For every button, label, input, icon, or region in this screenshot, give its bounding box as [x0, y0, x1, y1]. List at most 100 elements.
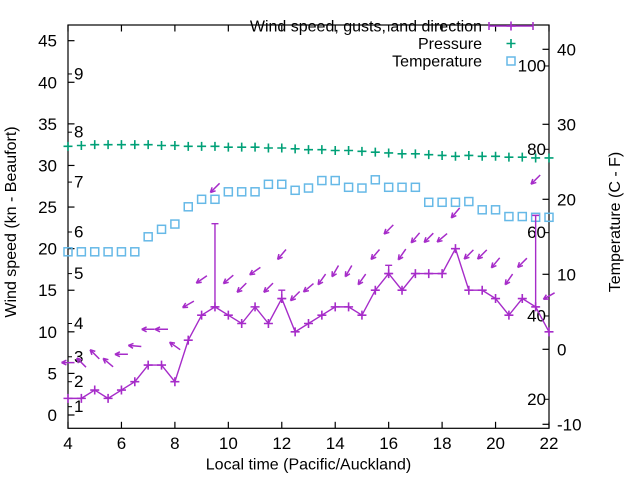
temperature-point: [437, 197, 447, 208]
axis-label: 45: [38, 32, 57, 51]
plus-marker: [437, 269, 447, 279]
temperature-point: [424, 197, 434, 208]
plus-marker: [506, 21, 516, 31]
wind-direction-arrow: [410, 232, 421, 244]
legend-label-pressure: Pressure: [418, 36, 482, 53]
wind-direction-arrow: [331, 265, 340, 278]
plus-marker: [90, 385, 100, 395]
wind-direction-arrow: [236, 282, 247, 294]
x-axis-title: Local time (Pacific/Auckland): [206, 457, 411, 474]
axis-label: 30: [38, 156, 57, 175]
axis-label: 35: [38, 115, 57, 134]
plus-marker: [544, 327, 554, 337]
beaufort-label: 2: [74, 372, 83, 391]
temperature-point: [544, 212, 554, 223]
wind-direction-arrow: [168, 341, 181, 351]
temperature-point: [357, 183, 367, 193]
wind-direction-arrow: [209, 182, 221, 194]
temperature-point: [504, 211, 514, 222]
axis-label: 0: [557, 340, 566, 359]
fahrenheit-label: 40: [527, 306, 546, 325]
temperature-point: [263, 179, 274, 190]
temperature-point: [183, 202, 193, 212]
legend-key-temperature: [506, 56, 516, 66]
gust-bar: [211, 222, 219, 308]
plus-marker: [130, 140, 140, 150]
temperature-point: [290, 185, 300, 196]
plus-marker: [223, 310, 233, 320]
wind-direction-arrow: [89, 348, 100, 360]
beaufort-label: 5: [74, 264, 83, 283]
wind-direction-arrow: [490, 257, 501, 269]
plus-marker: [437, 150, 447, 160]
plus-marker: [531, 153, 541, 163]
temperature-point: [156, 224, 167, 235]
temperature-point: [103, 247, 113, 257]
axis-label: 16: [379, 434, 398, 453]
plus-marker: [170, 377, 180, 387]
plus-marker: [410, 269, 420, 279]
legend-label-temperature: Temperature: [392, 54, 482, 71]
plus-marker: [277, 294, 287, 304]
plus-marker: [250, 142, 260, 152]
axis-label: 20: [38, 240, 57, 259]
axis-label: 30: [557, 115, 576, 134]
wind-direction-arrow: [436, 233, 448, 243]
plus-marker: [210, 302, 220, 312]
plus-marker: [491, 294, 501, 304]
plus-marker: [357, 310, 367, 320]
plus-marker: [116, 140, 126, 150]
plus-marker: [157, 140, 167, 150]
plus-marker: [330, 302, 340, 312]
wind-direction-arrow: [504, 273, 514, 286]
wind-direction-arrow: [516, 257, 528, 269]
plus-marker: [357, 146, 367, 156]
beaufort-label: 3: [74, 347, 83, 366]
plus-marker: [197, 141, 207, 151]
plus-marker: [477, 285, 487, 295]
plus-marker: [506, 39, 516, 48]
wind-direction-arrow: [154, 326, 168, 333]
temperature-point: [236, 187, 247, 197]
plus-marker: [237, 142, 247, 152]
beaufort-label: 8: [74, 123, 83, 142]
plus-marker: [397, 149, 407, 159]
temperature-point: [370, 175, 381, 185]
beaufort-label: 1: [74, 397, 83, 416]
wind-direction-arrow: [357, 273, 367, 286]
plus-marker: [263, 319, 273, 329]
wind-direction-arrow: [370, 249, 381, 261]
plus-marker: [143, 140, 153, 150]
axis-label: 10: [219, 434, 238, 453]
temperature-point: [210, 194, 220, 205]
axis-label: 25: [38, 198, 57, 217]
wind-direction-arrow: [61, 359, 75, 366]
plus-marker: [277, 143, 287, 153]
temperature-point: [343, 182, 354, 193]
wind-direction-arrow: [76, 357, 87, 368]
plus-marker: [504, 152, 514, 162]
plus-marker: [464, 150, 474, 160]
plus-marker: [103, 393, 113, 403]
plus-marker: [197, 310, 207, 320]
axis-label: 18: [433, 434, 452, 453]
axis-label: 20: [557, 190, 576, 209]
plus-marker: [263, 143, 273, 153]
temperature-point: [196, 194, 207, 205]
wind-direction-arrow: [127, 342, 142, 349]
wind-direction-arrow: [222, 274, 234, 285]
plus-marker: [450, 151, 460, 161]
plus-marker: [397, 285, 407, 295]
plus-marker: [384, 269, 394, 279]
plus-marker: [63, 393, 73, 403]
plus-marker: [370, 147, 380, 157]
axis-label: 10: [38, 323, 57, 342]
plus-marker: [183, 141, 193, 151]
wind-direction-arrow: [114, 351, 128, 358]
beaufort-label: 6: [74, 223, 83, 242]
wind-direction-arrow: [317, 273, 327, 286]
fahrenheit-scale: 20 40 60 80 100: [518, 56, 549, 409]
wind-direction-arrow: [302, 283, 314, 293]
wind-direction-arrow: [289, 290, 301, 302]
temperature-point: [89, 247, 100, 257]
